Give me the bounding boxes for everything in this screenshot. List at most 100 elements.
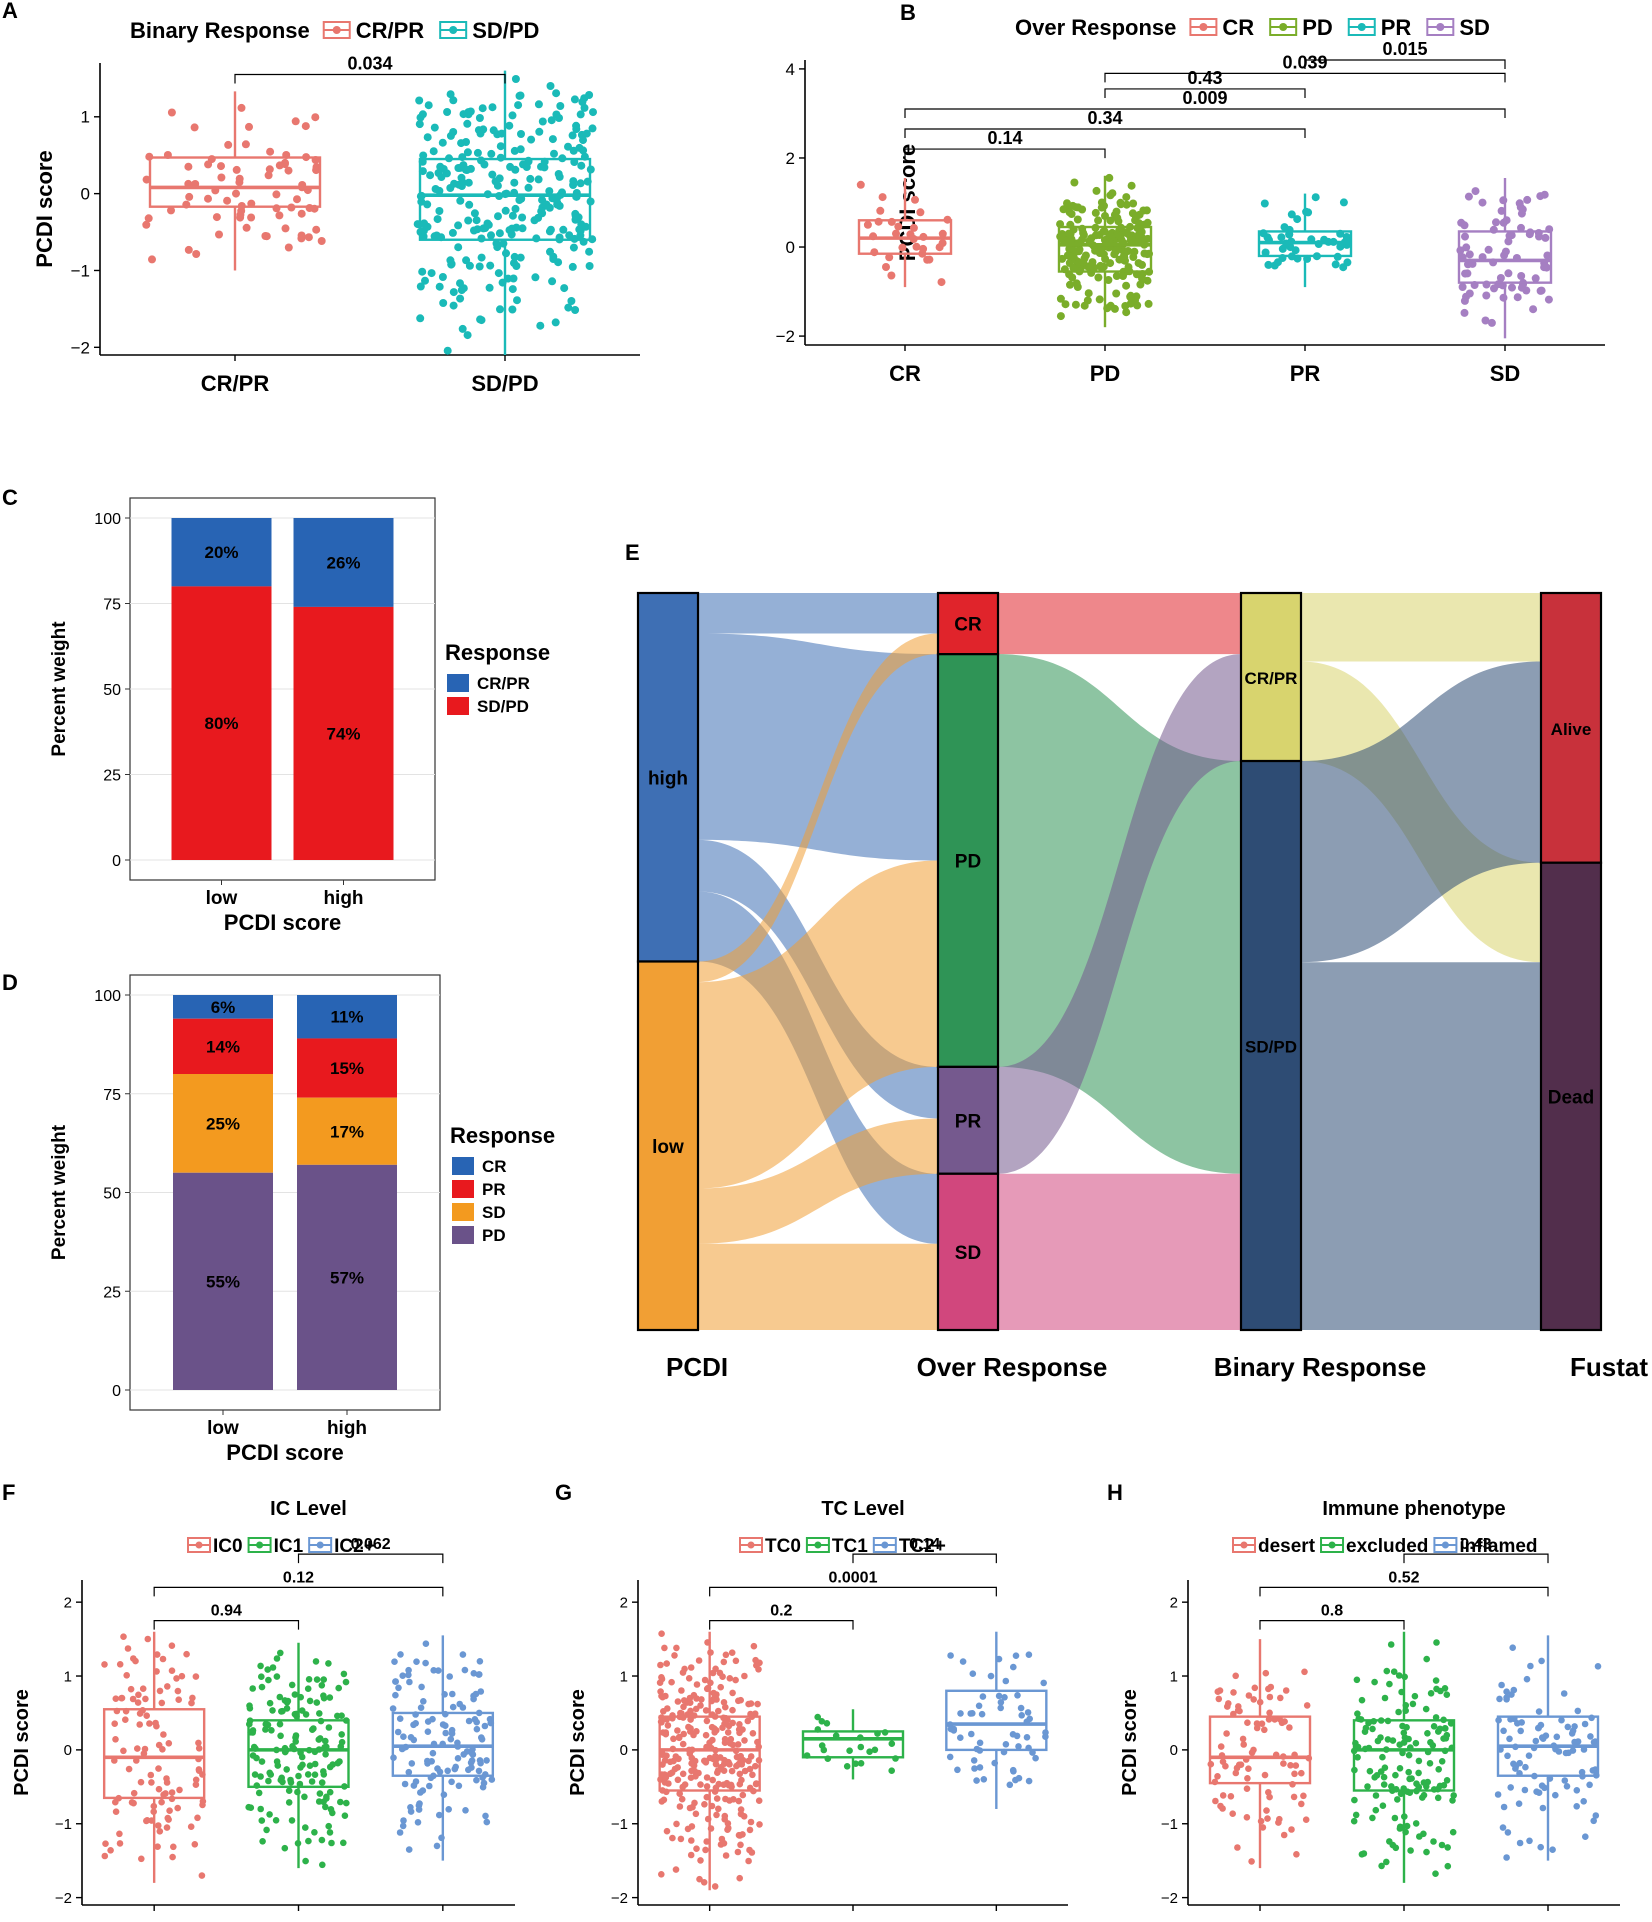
- data-point: [471, 1716, 479, 1723]
- data-point: [116, 1661, 124, 1668]
- data-point: [1336, 242, 1345, 251]
- data-point: [396, 1829, 404, 1836]
- data-point: [325, 1822, 333, 1830]
- data-point: [436, 162, 445, 171]
- data-point: [1069, 263, 1078, 272]
- data-point: [518, 224, 527, 233]
- data-point: [885, 253, 894, 262]
- data-point: [715, 1707, 722, 1715]
- data-point: [676, 1803, 684, 1810]
- data-point: [750, 1642, 758, 1650]
- data-point: [435, 282, 444, 291]
- data-point: [670, 1757, 677, 1765]
- data-point: [577, 161, 586, 170]
- y-tick-label: −2: [71, 338, 90, 357]
- y-tick-label: 75: [103, 1087, 121, 1104]
- bar-value-label: 74%: [326, 724, 360, 743]
- data-point: [937, 278, 946, 287]
- data-point: [312, 225, 321, 234]
- data-point: [306, 1697, 314, 1705]
- data-point: [1403, 1822, 1411, 1830]
- data-point: [420, 1698, 427, 1705]
- data-point: [1384, 1736, 1392, 1743]
- data-point: [720, 1658, 728, 1666]
- data-point: [1280, 1760, 1287, 1767]
- sankey-node-label: PD: [955, 852, 981, 873]
- data-point: [1351, 1796, 1358, 1804]
- data-point: [159, 1655, 167, 1663]
- data-point: [446, 184, 455, 192]
- data-point: [703, 1717, 711, 1725]
- data-point: [1430, 1723, 1438, 1730]
- data-point: [688, 1823, 696, 1830]
- data-point: [134, 1699, 142, 1706]
- data-point: [215, 230, 223, 239]
- data-point: [1002, 1677, 1010, 1685]
- y-tick-label: −2: [1161, 1890, 1178, 1907]
- y-axis-label: PCDI score: [11, 1689, 33, 1796]
- data-point: [495, 229, 504, 238]
- data-point: [713, 1795, 721, 1802]
- data-point: [695, 1657, 703, 1664]
- data-point: [747, 1818, 755, 1826]
- data-point: [1409, 1700, 1417, 1708]
- p-value-label: 0.015: [1382, 39, 1427, 59]
- legend-key-dot: [1279, 23, 1288, 31]
- data-point: [1311, 193, 1320, 202]
- data-point: [658, 1674, 665, 1681]
- legend-title: Binary Response: [130, 18, 310, 43]
- bar-segment: [171, 586, 272, 860]
- data-point: [715, 1805, 722, 1813]
- data-point: [251, 1771, 259, 1778]
- data-point: [1490, 284, 1498, 293]
- data-point: [400, 1817, 407, 1824]
- data-point: [424, 1728, 432, 1735]
- bar-value-label: 80%: [204, 714, 238, 733]
- legend-label: CR/PR: [356, 18, 425, 43]
- data-point: [318, 1779, 326, 1786]
- data-point: [668, 1678, 675, 1686]
- y-axis-label: PCDI score: [1119, 1689, 1141, 1796]
- data-point: [1244, 1775, 1251, 1782]
- bar-segment: [293, 518, 394, 607]
- data-point: [1032, 1754, 1039, 1762]
- data-point: [512, 262, 521, 270]
- y-tick-label: −1: [1161, 1816, 1178, 1833]
- data-point: [1079, 229, 1088, 237]
- data-point: [407, 1734, 415, 1741]
- data-point: [278, 1708, 285, 1715]
- data-point: [1432, 1870, 1439, 1877]
- data-point: [257, 1773, 264, 1780]
- data-point: [725, 1824, 732, 1832]
- data-point: [1217, 1743, 1225, 1750]
- data-point: [1587, 1733, 1594, 1740]
- data-point: [1364, 1783, 1371, 1790]
- data-point: [1509, 1644, 1516, 1651]
- data-point: [144, 1635, 152, 1643]
- data-point: [461, 165, 470, 174]
- data-point: [1422, 1705, 1430, 1713]
- data-point: [754, 1700, 761, 1708]
- data-point: [1423, 1783, 1430, 1790]
- data-point: [1539, 1804, 1547, 1812]
- y-tick-label: 100: [94, 988, 121, 1005]
- data-point: [394, 1728, 402, 1736]
- significance-bracket: [852, 1553, 997, 1564]
- data-point: [755, 1666, 762, 1673]
- data-point: [1014, 1692, 1021, 1699]
- legend-key-dot: [332, 26, 341, 34]
- data-point: [1523, 1675, 1531, 1683]
- data-point: [1441, 1725, 1449, 1732]
- data-point: [1015, 1774, 1023, 1782]
- data-point: [1539, 1734, 1546, 1741]
- data-point: [722, 1852, 730, 1859]
- data-point: [1586, 1781, 1593, 1789]
- data-point: [1078, 205, 1087, 214]
- data-point: [894, 222, 903, 231]
- data-point: [671, 1652, 678, 1659]
- data-point: [459, 110, 468, 119]
- data-point: [418, 1683, 425, 1691]
- data-point: [455, 1782, 463, 1790]
- data-point: [1094, 273, 1103, 282]
- data-point: [1290, 1793, 1298, 1801]
